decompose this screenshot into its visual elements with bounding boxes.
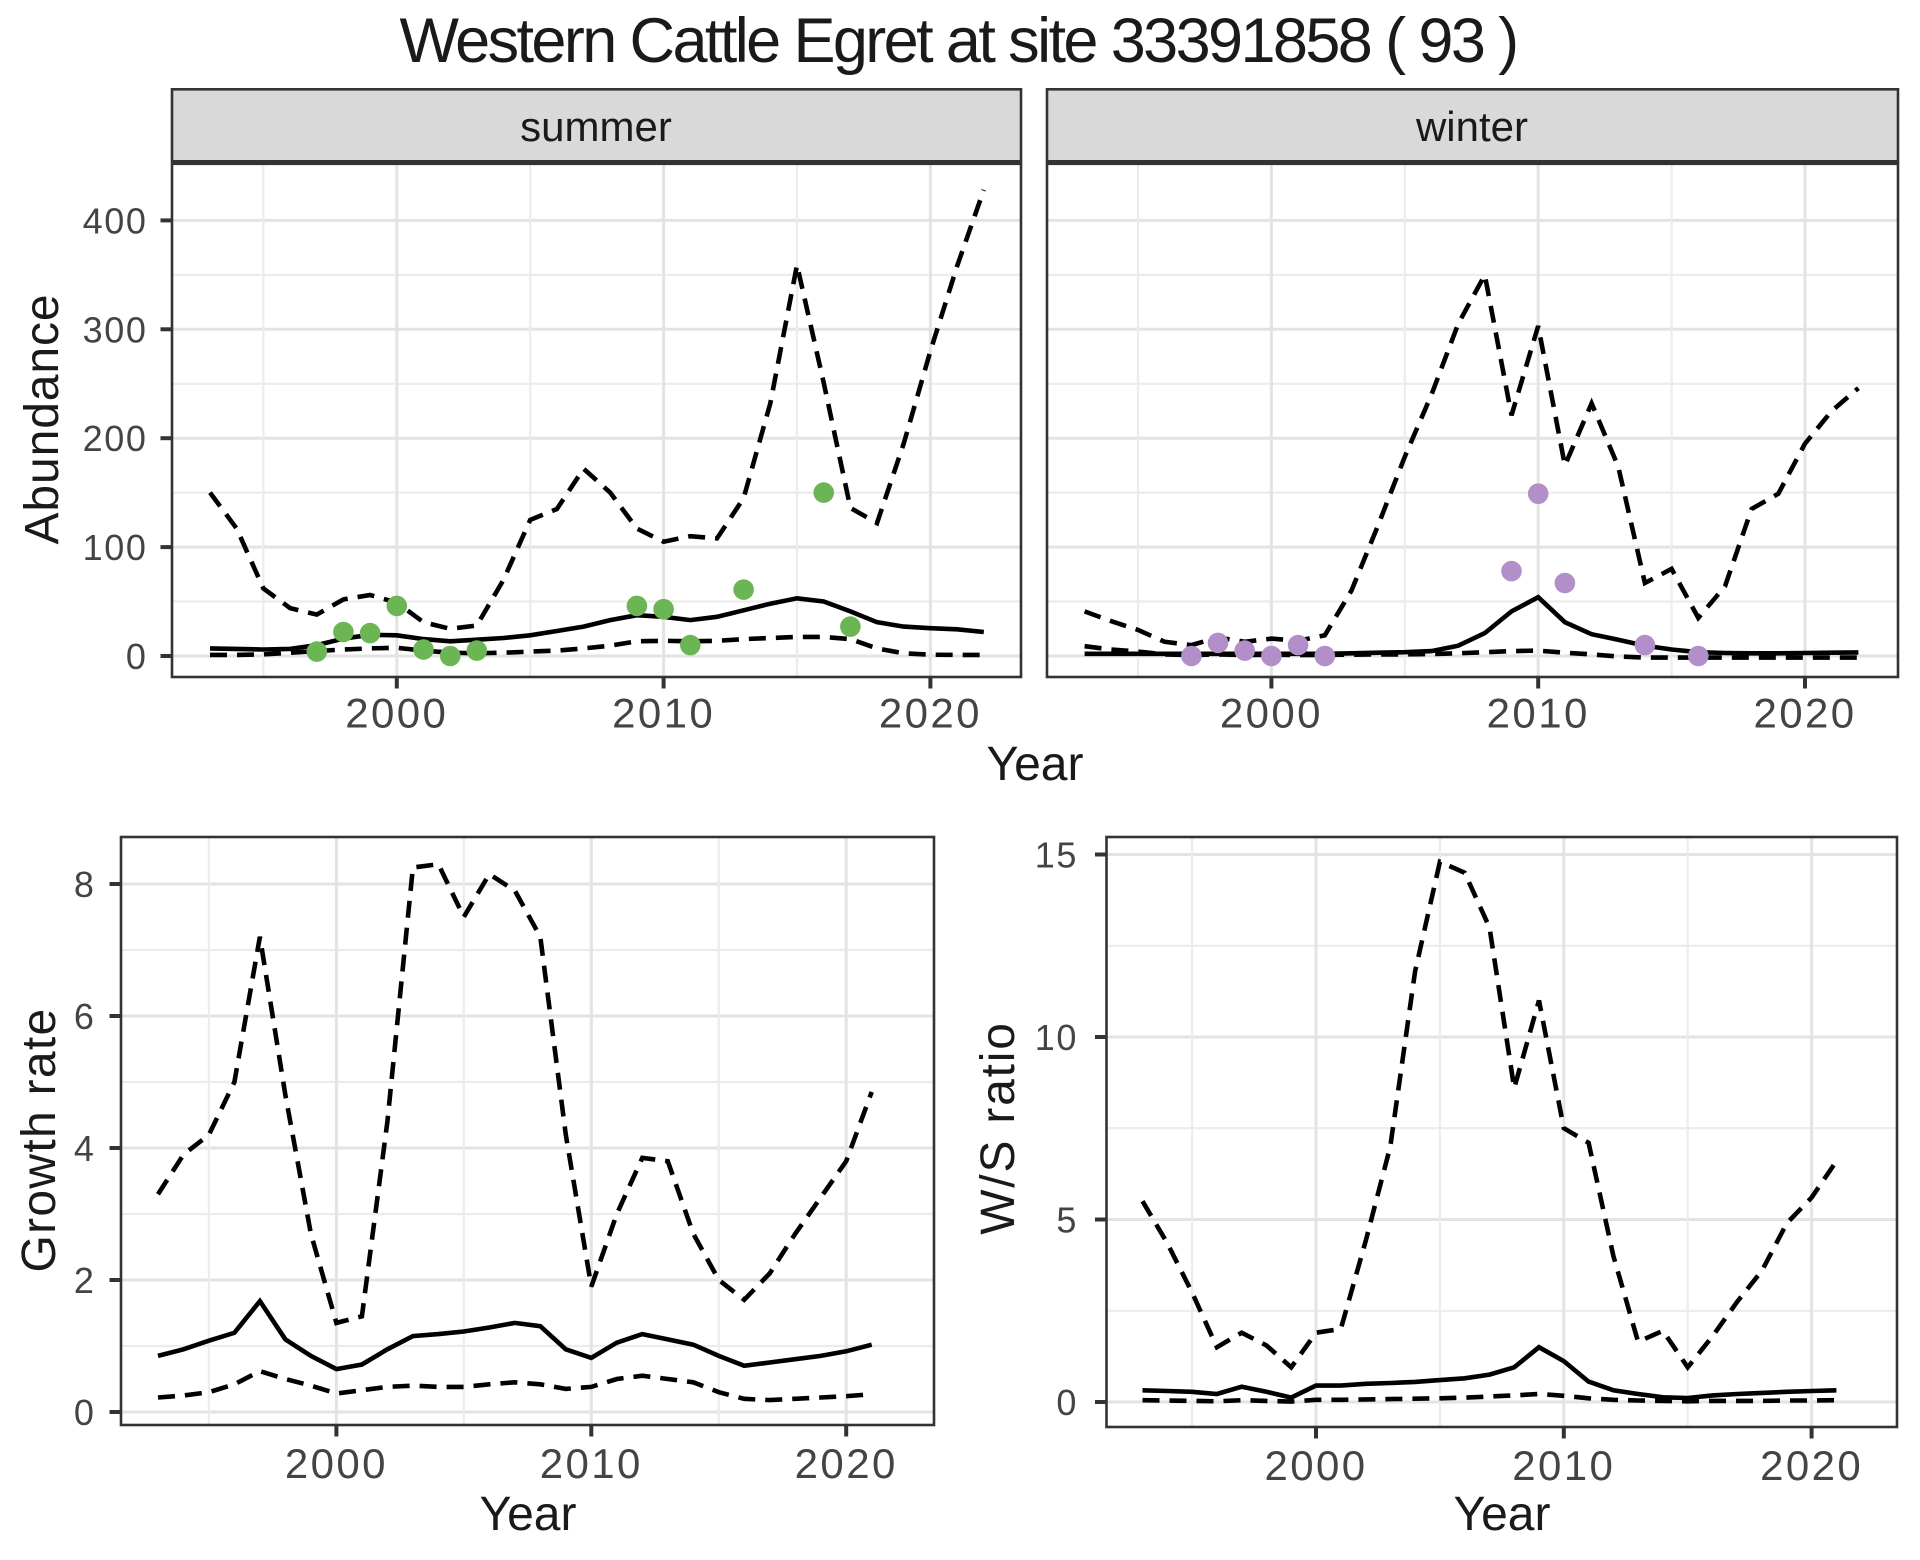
svg-text:2010: 2010 <box>1512 1442 1615 1489</box>
svg-text:15: 15 <box>1035 835 1078 876</box>
svg-text:6: 6 <box>74 996 96 1037</box>
svg-text:W/S ratio: W/S ratio <box>972 1021 1025 1235</box>
svg-text:100: 100 <box>83 527 148 568</box>
svg-text:Western Cattle Egret at site 3: Western Cattle Egret at site 33391858 ( … <box>399 6 1516 76</box>
svg-text:2010: 2010 <box>1487 690 1590 737</box>
svg-text:Abundance: Abundance <box>16 294 69 545</box>
svg-text:2020: 2020 <box>879 690 982 737</box>
svg-text:2000: 2000 <box>285 1440 388 1487</box>
svg-text:2020: 2020 <box>795 1440 898 1487</box>
svg-text:2000: 2000 <box>1220 690 1323 737</box>
svg-text:400: 400 <box>83 200 148 241</box>
svg-text:0: 0 <box>126 636 148 677</box>
svg-text:Year: Year <box>1454 1488 1551 1541</box>
svg-text:2: 2 <box>74 1260 96 1301</box>
svg-text:8: 8 <box>74 864 96 905</box>
svg-text:200: 200 <box>83 418 148 459</box>
svg-text:Growth rate: Growth rate <box>13 1007 66 1272</box>
svg-text:10: 10 <box>1035 1017 1078 1058</box>
svg-text:0: 0 <box>1056 1382 1078 1423</box>
svg-text:2010: 2010 <box>540 1440 643 1487</box>
svg-text:2020: 2020 <box>1753 690 1856 737</box>
svg-text:300: 300 <box>83 309 148 350</box>
svg-text:2000: 2000 <box>1264 1442 1367 1489</box>
svg-text:0: 0 <box>74 1392 96 1433</box>
svg-text:Year: Year <box>987 738 1084 791</box>
svg-text:summer: summer <box>520 103 672 150</box>
svg-text:2010: 2010 <box>612 690 715 737</box>
svg-text:winter: winter <box>1415 103 1528 150</box>
svg-text:4: 4 <box>74 1128 96 1169</box>
svg-text:Year: Year <box>480 1488 577 1541</box>
svg-text:2020: 2020 <box>1760 1442 1863 1489</box>
svg-text:5: 5 <box>1056 1200 1078 1241</box>
svg-text:2000: 2000 <box>345 690 448 737</box>
